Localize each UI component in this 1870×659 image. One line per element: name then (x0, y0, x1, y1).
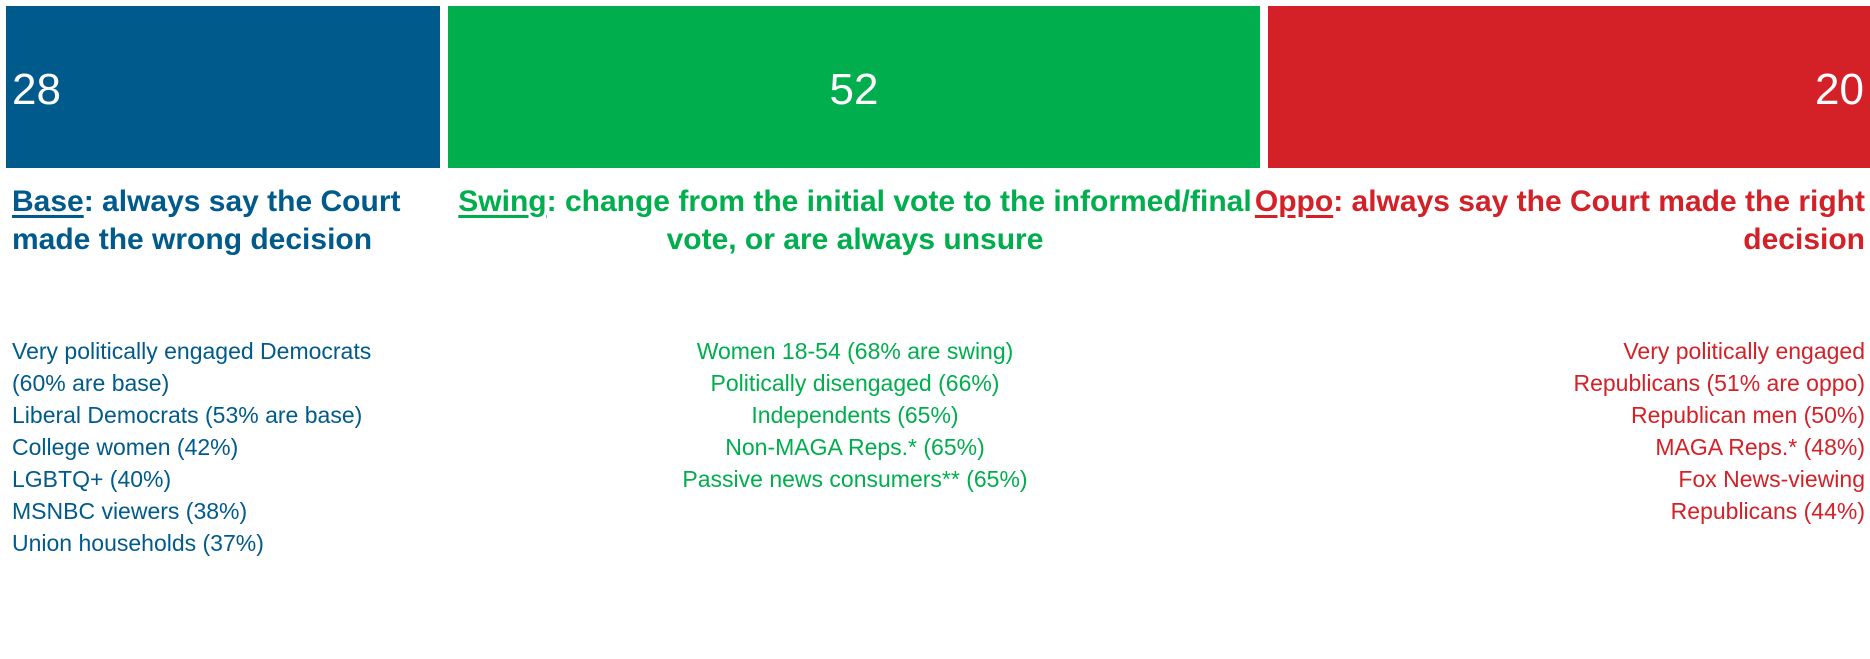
heading-key: Swing (458, 185, 547, 218)
group-item: College women (42%) (12, 434, 239, 460)
group-item: Independents (65%) (751, 402, 959, 428)
heading-text: : change from the initial vote to the in… (546, 185, 1252, 256)
group-item: Very politically engaged Democrats (12, 338, 372, 364)
bar-value-label: 28 (12, 65, 61, 114)
group-list-oppo: Very politically engaged Republicans (51%… (1210, 335, 1865, 527)
heading-oppo: Oppo: always say the Court made the righ… (1210, 183, 1865, 259)
group-item: Politically disengaged (66%) (710, 370, 1000, 396)
heading-key: Oppo (1254, 185, 1334, 218)
group-item: Women 18-54 (68% are swing) (696, 338, 1014, 364)
group-item: LGBTQ+ (40%) (12, 466, 172, 492)
group-item: Union households (37%) (12, 530, 264, 556)
bar-base: 28 (6, 6, 440, 168)
group-item: Very politically engaged (1623, 338, 1865, 364)
group-item: Passive news consumers** (65%) (682, 466, 1028, 492)
group-item: Republican men (50%) (1631, 402, 1865, 428)
bar-value-label: 52 (829, 65, 879, 114)
group-item: MSNBC viewers (38%) (12, 498, 248, 524)
heading-swing: Swing: change from the initial vote to t… (455, 183, 1255, 259)
bar-oppo: 20 (1268, 6, 1870, 168)
group-list-swing: Women 18-54 (68% are swing) Politically d… (455, 335, 1255, 495)
group-item: Liberal Democrats (53% are base) (12, 402, 363, 428)
bar-swing: 52 (448, 6, 1260, 168)
heading-base: Base: always say the Court made the wron… (12, 183, 442, 259)
group-item: MAGA Reps.* (48%) (1655, 434, 1865, 460)
group-item: Fox News-viewing (1678, 466, 1865, 492)
group-item: Non-MAGA Reps.* (65%) (725, 434, 985, 460)
heading-text: : always say the Court made the right de… (1333, 185, 1865, 256)
bar-value-label: 20 (1815, 65, 1864, 114)
group-item: (60% are base) (12, 370, 170, 396)
group-item: Republicans (51% are oppo) (1573, 370, 1865, 396)
heading-key: Base (12, 185, 84, 218)
group-item: Republicans (44%) (1670, 498, 1865, 524)
group-list-base: Very politically engaged Democrats (60% a… (12, 335, 452, 559)
heading-text: : always say the Court made the wrong de… (12, 185, 401, 256)
